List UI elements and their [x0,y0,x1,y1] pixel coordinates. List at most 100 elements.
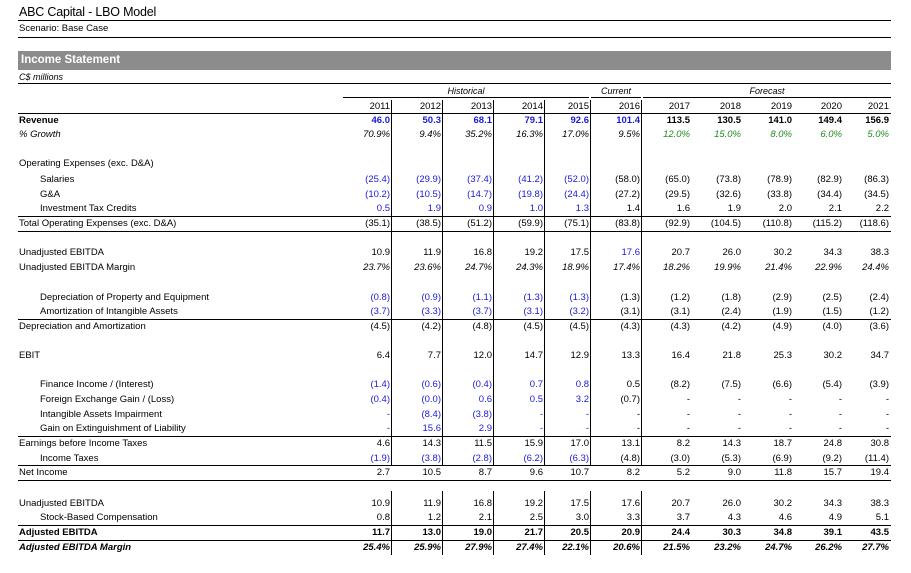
column-divider [544,100,545,466]
title-rule [18,20,891,21]
value-cell: (6.9) [772,453,792,464]
year-cell-2021: 2021 [867,101,889,112]
value-cell: 4.6 [778,512,792,523]
value-cell: - [838,409,842,420]
value-cell: (58.0) [615,174,640,185]
value-cell: 20.9 [621,527,641,538]
value-cell: (1.9) [772,306,792,317]
value-cell: 9.0 [727,467,741,478]
value-cell: 17.4% [613,262,640,273]
value-cell: 21.7 [524,527,544,538]
table-row: Revenue 46.0 50.3 68.1 79.1 92.6 101.4 113.5 130… [0,114,911,128]
value-cell: (92.9) [665,218,690,229]
value-cell: 0.9 [478,203,492,214]
value-cell: 43.5 [870,527,890,538]
value-cell: 79.1 [524,115,544,126]
column-divider [641,491,642,555]
value-cell: 20.7 [671,247,691,258]
value-cell: (14.7) [467,189,492,200]
value-cell: (52.0) [564,174,589,185]
value-cell: (3.3) [421,306,441,317]
value-cell: (3.1) [523,306,543,317]
value-cell: (0.8) [370,292,390,303]
value-cell: 3.3 [626,512,640,523]
value-cell: (6.2) [523,453,543,464]
value-cell: (19.8) [518,189,543,200]
value-cell: 0.8 [575,379,589,390]
value-cell: (37.4) [467,174,492,185]
value-cell: (3.0) [670,453,690,464]
table-row: EBIT 6.4 7.7 12.0 14.7 12.9 13.3 16.4 21.8 25.3 30… [0,349,911,363]
row-label: Adjusted EBITDA [19,527,98,538]
year-cell-2020: 2020 [820,101,842,112]
value-cell: (29.9) [416,174,441,185]
year-cell-2018: 2018 [719,101,741,112]
value-cell: (3.1) [670,306,690,317]
value-cell: (4.8) [620,453,640,464]
value-cell: 5.2 [676,467,690,478]
value-cell: (0.4) [472,379,492,390]
value-cell: (2.9) [772,292,792,303]
value-cell: (0.6) [421,379,441,390]
value-cell: (3.8) [421,453,441,464]
value-cell: 21.5% [663,542,690,553]
value-cell: (3.2) [569,306,589,317]
value-cell: 23.2% [714,542,741,553]
row-label: Depreciation and Amortization [19,321,146,332]
value-cell: 39.1 [823,527,843,538]
value-cell: (8.4) [421,409,441,420]
value-cell: 38.3 [870,247,890,258]
table-row: Adjusted EBITDA Margin 25.4% 25.9% 27.9% 27.… [0,541,911,555]
value-cell: - [585,409,589,420]
column-divider [391,100,392,466]
value-cell: 10.9 [371,498,391,509]
row-label: Income Taxes [40,453,99,464]
value-cell: 2.0 [778,203,792,214]
value-cell: 34.7 [870,350,890,361]
value-cell: 22.1% [562,542,589,553]
adjusted-ebitda-rule [18,525,891,526]
year-cell-2012: 2012 [419,101,441,112]
model-title: ABC Capital - LBO Model [19,5,157,19]
year-cell-2011: 2011 [369,101,390,112]
value-cell: 34.3 [823,247,843,258]
value-cell: 113.5 [666,115,690,126]
net-income-bottom-rule [18,480,891,481]
year-header-rule [18,113,891,114]
table-row: % Growth 70.9% 9.4% 35.2% 16.3% 17.0% 9.5% 12.0… [0,128,911,142]
value-cell: (33.8) [767,189,792,200]
value-cell: 30.8 [870,438,890,449]
table-row: Adjusted EBITDA 11.7 13.0 19.0 21.7 20.5 20.9 2… [0,526,911,540]
value-cell: (82.9) [817,174,842,185]
value-cell: (2.5) [822,292,842,303]
value-cell: 27.4% [516,542,543,553]
table-row: Earnings before Income Taxes 4.6 14.3 11.5 1… [0,437,911,451]
net-income-rule [18,465,891,466]
value-cell: 15.7 [823,467,843,478]
value-cell: 2.5 [529,512,543,523]
table-row: G&A (10.2) (10.5) (14.7) (19.8) (24.4) (27.2) (… [0,188,911,202]
value-cell: - [686,409,690,420]
value-cell: - [686,423,690,434]
value-cell: 16.8 [473,498,493,509]
value-cell: 10.9 [371,247,391,258]
value-cell: 24.7% [465,262,492,273]
year-header-row: 2011 2012 2013 2014 2015 2016 2017 2018 2019 2020… [0,100,911,114]
adjusted-ebitda-bottom-rule [18,540,891,541]
row-label: Finance Income / (Interest) [40,379,154,390]
value-cell: 3.2 [575,394,589,405]
ebt-rule [18,436,891,437]
value-cell: - [636,409,640,420]
row-label: Earnings before Income Taxes [19,438,148,449]
value-cell: 5.0% [867,129,889,140]
value-cell: 13.3 [621,350,641,361]
value-cell: (4.2) [421,321,441,332]
year-cell-2015: 2015 [567,101,589,112]
row-label: Adjusted EBITDA Margin [19,542,132,553]
value-cell: 19.4 [870,467,890,478]
value-cell: (1.8) [721,292,741,303]
value-cell: (65.0) [665,174,690,185]
value-cell: 23.7% [363,262,390,273]
value-cell: 19.2 [524,498,544,509]
value-cell: 24.4% [862,262,889,273]
